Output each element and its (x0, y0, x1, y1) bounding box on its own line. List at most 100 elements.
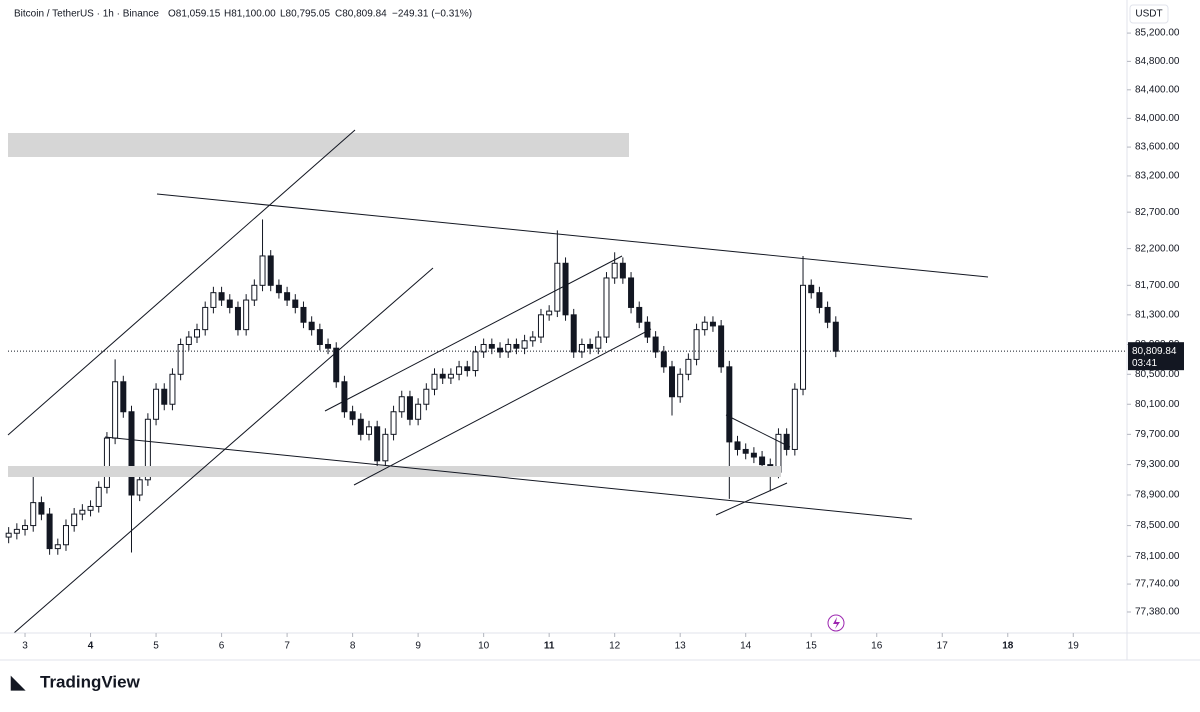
candle-body (259, 255, 266, 286)
candle-body (390, 411, 397, 435)
candle-body (22, 525, 29, 530)
candle-body (554, 262, 561, 312)
candle-body (382, 433, 389, 462)
candle-body (103, 437, 110, 488)
candle-body (611, 262, 618, 279)
candle-body (439, 373, 446, 379)
currency-box[interactable] (1129, 4, 1169, 24)
trend-line (156, 193, 989, 278)
trend-line (13, 267, 434, 634)
open-value: O81,059.15 (168, 9, 221, 20)
y-tick-label: 84,400.00 (1135, 84, 1180, 95)
candle-body (488, 343, 495, 349)
candles (5, 219, 839, 555)
price-tag (1128, 342, 1184, 371)
candle-body (267, 255, 274, 286)
candle-body (398, 396, 405, 413)
candle-body (234, 306, 241, 331)
candle-body (636, 306, 643, 323)
candle-body (308, 321, 315, 331)
candle-body (194, 329, 201, 338)
high-value: H81,100.00 (224, 9, 276, 20)
y-tick-label: 78,900.00 (1135, 490, 1180, 501)
candle-body (38, 502, 45, 515)
candle-body (71, 513, 78, 527)
candle-body (136, 479, 143, 496)
candle-body (668, 366, 675, 398)
candle-body (243, 299, 250, 331)
x-tick-label: 19 (1068, 641, 1080, 652)
zone (8, 133, 629, 157)
y-tick-label: 83,600.00 (1135, 142, 1180, 153)
event-icon-bolt (833, 617, 840, 629)
y-tick-label: 78,500.00 (1135, 520, 1180, 531)
candle-body (54, 544, 61, 550)
y-tick-label: 77,380.00 (1135, 607, 1180, 618)
candle-body (218, 292, 225, 301)
candle-body (406, 396, 413, 420)
candle-body (325, 343, 332, 349)
candle-body (562, 262, 569, 316)
x-tick-label: 3 (22, 641, 28, 652)
candle-body (628, 277, 635, 308)
y-tick-label: 79,700.00 (1135, 429, 1180, 440)
candle-body (750, 452, 757, 458)
trend-line (725, 414, 791, 448)
candle-body (677, 373, 684, 398)
x-tick-label: 10 (478, 641, 490, 652)
x-tick-label: 9 (415, 641, 421, 652)
candle-body (456, 366, 463, 375)
candle-body (177, 343, 184, 375)
candle-body (521, 340, 528, 349)
candle-body (537, 314, 544, 338)
y-tick-label: 82,700.00 (1135, 207, 1180, 218)
candle-body (202, 306, 209, 331)
candle-body (5, 532, 12, 538)
candle-body (87, 505, 94, 511)
candle-body (365, 426, 372, 435)
candle-body (595, 336, 602, 349)
candle-body (497, 347, 504, 353)
candle-body (619, 262, 626, 279)
candle-body (832, 321, 839, 352)
candle-body (505, 343, 512, 353)
y-tick-label: 81,300.00 (1135, 309, 1180, 320)
candle-body (46, 513, 53, 550)
x-tick-label: 17 (937, 641, 949, 652)
candle-body (685, 358, 692, 375)
candle-body (120, 381, 127, 413)
countdown: 03:41 (1132, 358, 1157, 369)
candle-body (79, 509, 86, 515)
currency: USDT (1135, 9, 1162, 20)
y-tick-label: 84,800.00 (1135, 56, 1180, 67)
candle-body (472, 351, 479, 372)
candle-body (275, 284, 282, 294)
candle-body (300, 306, 307, 323)
trend-line (715, 482, 788, 516)
x-tick-label: 13 (675, 641, 687, 652)
x-tick-label: 8 (350, 641, 356, 652)
change-value: −249.31 (−0.31%) (392, 9, 472, 20)
candle-body (480, 343, 487, 353)
candle-body (292, 299, 299, 308)
x-tick-label: 15 (806, 641, 818, 652)
candle-body (783, 433, 790, 450)
event-icon[interactable] (827, 614, 845, 632)
candle-body (726, 366, 733, 443)
low-value: L80,795.05 (280, 9, 330, 20)
candle-body (570, 314, 577, 353)
zone (8, 466, 781, 477)
candle-body (808, 284, 815, 294)
candle-body (210, 292, 217, 308)
y-tick-label: 84,000.00 (1135, 113, 1180, 124)
trend-line (104, 436, 913, 520)
candle-body (316, 329, 323, 345)
trend-line (7, 129, 356, 436)
candle-body (30, 502, 37, 527)
candle-body (800, 284, 807, 390)
candle-body (447, 373, 454, 379)
candle-body (423, 388, 430, 405)
candle-body (529, 336, 536, 342)
trend-line (324, 255, 623, 412)
